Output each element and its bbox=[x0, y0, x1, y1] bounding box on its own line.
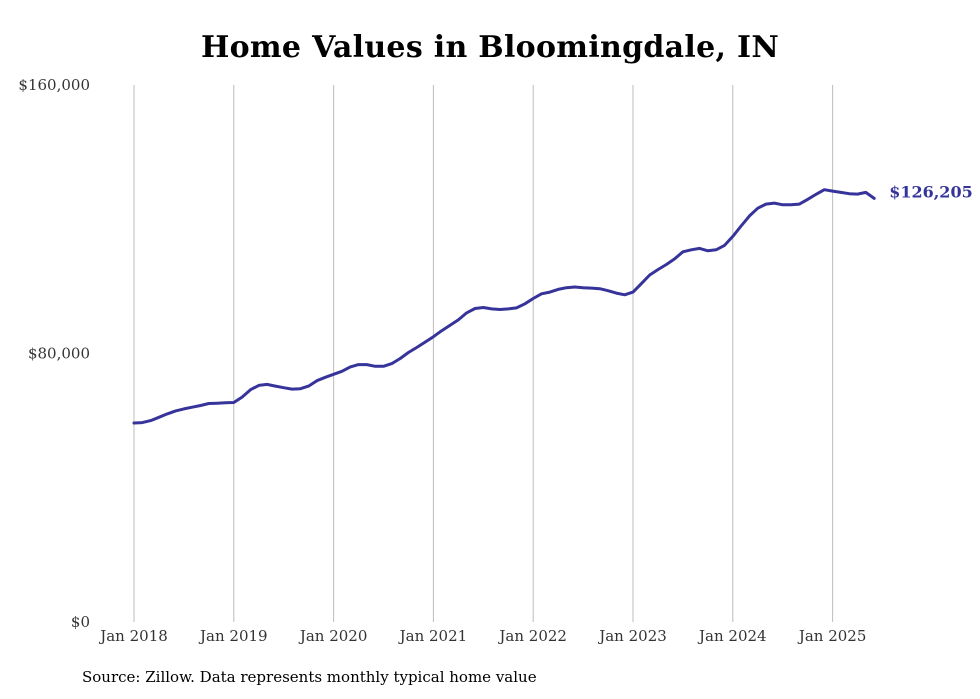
x-tick-label: Jan 2021 bbox=[398, 627, 468, 645]
x-tick-label: Jan 2025 bbox=[797, 627, 867, 645]
y-axis: $0 $80,000 $160,000 bbox=[18, 76, 90, 631]
x-tick-label: Jan 2020 bbox=[298, 627, 368, 645]
y-tick-label: $0 bbox=[71, 613, 90, 631]
end-value-label: $126,205 bbox=[889, 182, 973, 201]
x-tick-label: Jan 2022 bbox=[497, 627, 567, 645]
x-tick-label: Jan 2023 bbox=[597, 627, 667, 645]
x-axis: Jan 2018 Jan 2019 Jan 2020 Jan 2021 Jan 2022… bbox=[98, 627, 866, 645]
x-tick-label: Jan 2018 bbox=[98, 627, 168, 645]
y-tick-label: $80,000 bbox=[28, 345, 90, 363]
grid-lines bbox=[133, 85, 834, 622]
series-line bbox=[132, 188, 876, 425]
chart-title: Home Values in Bloomingdale, IN bbox=[200, 30, 780, 65]
y-tick-label: $160,000 bbox=[18, 76, 90, 94]
x-tick-label: Jan 2024 bbox=[697, 627, 767, 645]
x-tick-label: Jan 2019 bbox=[198, 627, 268, 645]
source-note: Source: Zillow. Data represents monthly … bbox=[82, 668, 537, 686]
